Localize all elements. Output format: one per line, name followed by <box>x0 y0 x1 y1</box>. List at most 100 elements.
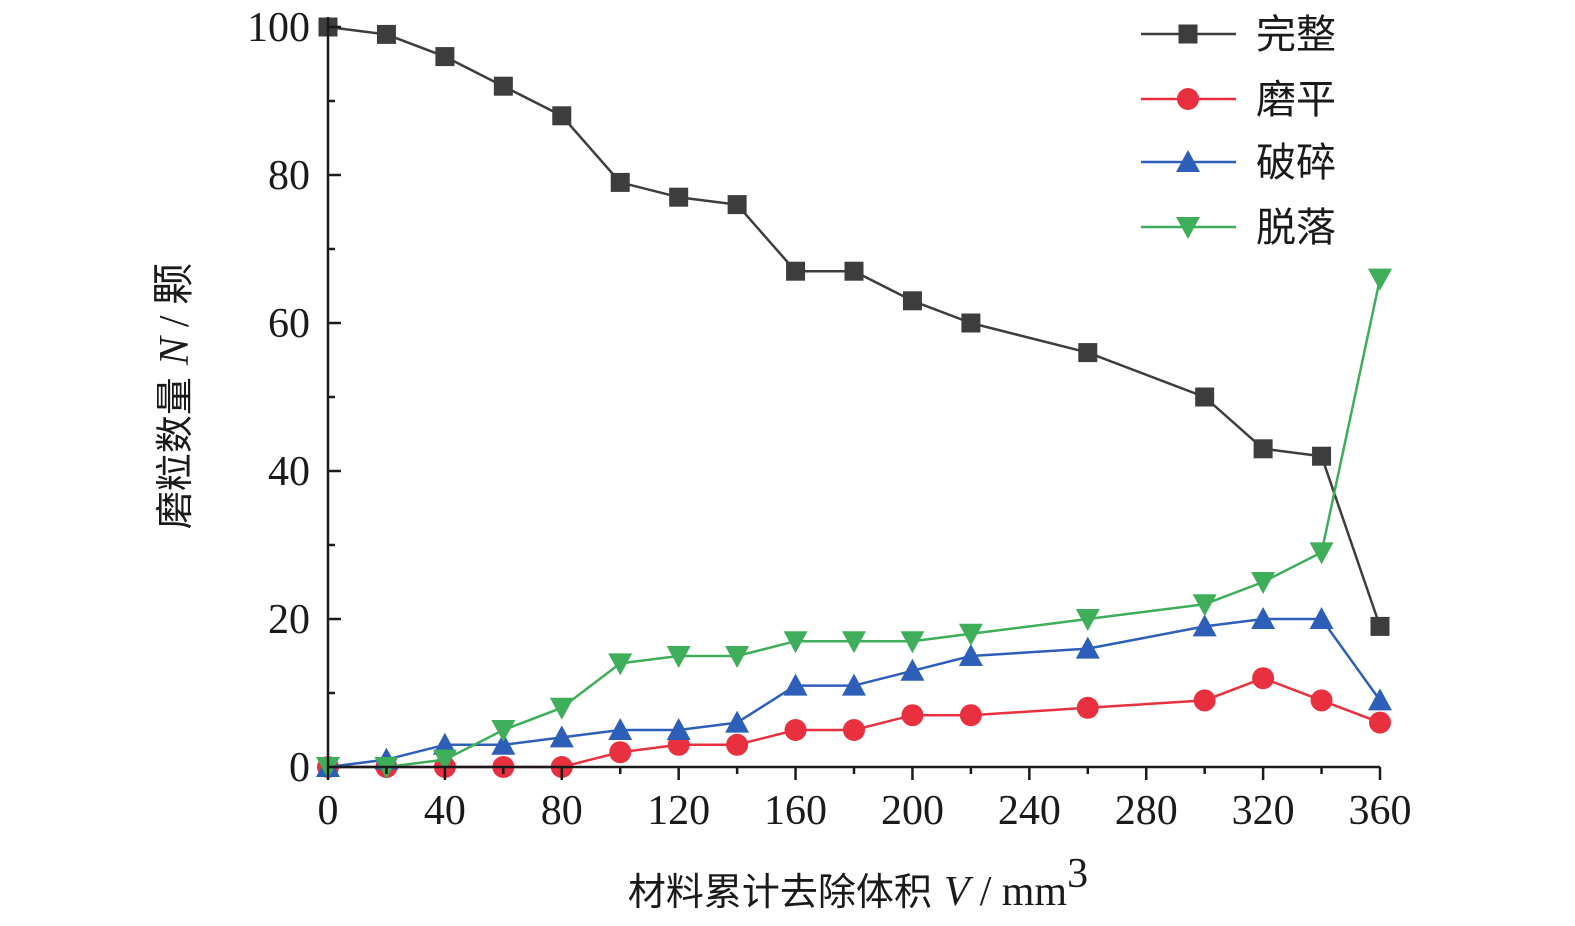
data-point <box>1075 636 1100 659</box>
data-point <box>726 733 749 756</box>
data-point <box>1251 607 1276 629</box>
y-tick-label: 100 <box>247 5 310 51</box>
data-point <box>609 741 632 764</box>
y-axis-title-unit: / 颗 <box>152 263 198 327</box>
data-point <box>1075 609 1100 631</box>
data-point <box>666 718 691 740</box>
data-point <box>783 673 808 696</box>
data-point <box>549 725 574 748</box>
y-axis-title: 磨粒数量 N / 颗 <box>152 263 198 529</box>
y-tick-label: 0 <box>289 745 310 791</box>
data-point <box>1252 667 1275 690</box>
y-tick-label: 40 <box>268 449 310 495</box>
data-point <box>552 106 572 126</box>
data-point <box>783 631 808 654</box>
data-point <box>1251 572 1276 594</box>
x-tick-label: 320 <box>1232 788 1295 834</box>
legend-marker <box>1177 88 1199 110</box>
x-tick-label: 160 <box>764 788 827 834</box>
data-point <box>844 261 864 281</box>
data-point <box>432 732 457 755</box>
data-point <box>549 697 574 720</box>
data-point <box>1192 594 1217 617</box>
data-point <box>435 47 455 67</box>
data-point <box>1193 689 1216 712</box>
x-axis-title-text: 材料累计去除体积 <box>628 870 932 914</box>
data-point <box>1076 696 1099 719</box>
data-point <box>610 172 630 192</box>
legend-label: 脱落 <box>1256 205 1336 251</box>
data-point <box>1310 689 1333 712</box>
data-point <box>842 673 866 696</box>
data-point <box>1369 711 1391 734</box>
legend-item: 完整 <box>1141 12 1336 58</box>
data-point <box>902 291 922 311</box>
data-point <box>900 631 925 654</box>
x-tick-label: 80 <box>541 788 583 834</box>
series-line <box>327 25 1382 627</box>
data-point <box>1192 614 1217 637</box>
legend-marker <box>1176 150 1200 172</box>
legend-marker <box>1176 217 1200 239</box>
legend-item: 磨平 <box>1141 77 1336 123</box>
data-point <box>958 623 983 646</box>
data-point <box>608 718 633 740</box>
data-point <box>901 704 924 727</box>
series-triangle-down <box>316 268 1392 779</box>
data-point <box>669 187 689 207</box>
data-point <box>493 76 513 96</box>
data-point <box>786 261 806 281</box>
data-point <box>1312 446 1332 466</box>
data-point <box>725 710 750 733</box>
data-point <box>608 653 633 676</box>
data-point <box>1078 343 1098 363</box>
data-point <box>666 646 691 668</box>
x-tick-label: 200 <box>881 788 944 834</box>
y-axis-title-var: N <box>152 335 198 366</box>
y-tick-label: 20 <box>268 597 310 643</box>
data-point <box>432 749 457 772</box>
data-point <box>843 719 865 741</box>
data-point <box>958 644 983 666</box>
y-tick-label: 60 <box>268 301 310 347</box>
legend-label: 完整 <box>1256 12 1336 58</box>
data-point <box>1253 439 1273 459</box>
x-axis-title-sup: 3 <box>1067 851 1088 897</box>
x-tick-label: 360 <box>1349 788 1412 834</box>
data-point <box>727 195 747 215</box>
x-tick-label: 0 <box>318 788 339 834</box>
x-axis-title-var: V <box>944 869 974 915</box>
y-tick-label: 80 <box>268 153 310 199</box>
data-point <box>491 732 516 755</box>
data-point <box>961 313 981 333</box>
data-point <box>842 631 866 654</box>
data-point <box>725 646 750 668</box>
data-point <box>1195 387 1215 407</box>
x-tick-label: 120 <box>647 788 710 834</box>
series-square <box>318 17 1390 636</box>
legend-item: 脱落 <box>1141 205 1336 251</box>
data-point <box>1309 607 1334 629</box>
data-point <box>1368 268 1392 291</box>
data-point <box>1309 542 1334 565</box>
x-tick-label: 280 <box>1115 788 1178 834</box>
data-point <box>1370 616 1390 636</box>
axes: 0 40 80 120 160 200 240 280 320 360 0 20 40 60 80 100 <box>247 5 1412 834</box>
data-point <box>900 658 925 681</box>
x-axis-title: 材料累计去除体积 V / mm3 <box>628 851 1088 915</box>
x-tick-label: 40 <box>424 788 466 834</box>
data-point <box>491 720 516 742</box>
data-point <box>376 24 396 44</box>
x-tick-label: 240 <box>998 788 1061 834</box>
legend-label: 破碎 <box>1256 140 1336 186</box>
series-layer <box>316 17 1392 779</box>
legend-item: 破碎 <box>1141 140 1336 186</box>
y-axis-title-text: 磨粒数量 <box>153 377 197 529</box>
x-axis-title-unit: / mm <box>980 869 1068 915</box>
data-point <box>1368 688 1392 711</box>
data-point <box>959 704 982 727</box>
legend-label: 磨平 <box>1256 77 1336 123</box>
data-point <box>784 719 807 741</box>
